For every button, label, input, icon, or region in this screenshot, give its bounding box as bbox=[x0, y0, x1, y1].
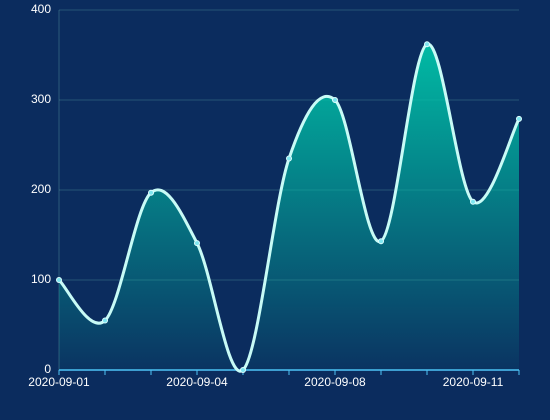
line bbox=[57, 42, 521, 373]
y-tick-label: 200 bbox=[31, 182, 51, 196]
area bbox=[59, 43, 519, 372]
point bbox=[56, 277, 62, 283]
point bbox=[286, 155, 292, 162]
point bbox=[378, 238, 384, 245]
point bbox=[148, 189, 154, 196]
point bbox=[240, 367, 246, 373]
y-tick-label: 100 bbox=[31, 272, 51, 286]
point bbox=[424, 41, 430, 48]
y-tick-label: 400 bbox=[31, 2, 51, 16]
point bbox=[194, 240, 200, 247]
point bbox=[102, 317, 108, 324]
x-tick-label: 2020-09-11 bbox=[443, 375, 504, 389]
x-tick-label: 2020-09-01 bbox=[28, 375, 90, 389]
point bbox=[470, 198, 476, 205]
y-tick-label: 0 bbox=[44, 362, 51, 376]
point bbox=[516, 115, 522, 122]
y-tick-label: 300 bbox=[31, 92, 51, 106]
x-tick-label: 2020-09-08 bbox=[304, 375, 366, 389]
point bbox=[332, 97, 338, 103]
x-tick-label: 2020-09-04 bbox=[166, 375, 228, 389]
